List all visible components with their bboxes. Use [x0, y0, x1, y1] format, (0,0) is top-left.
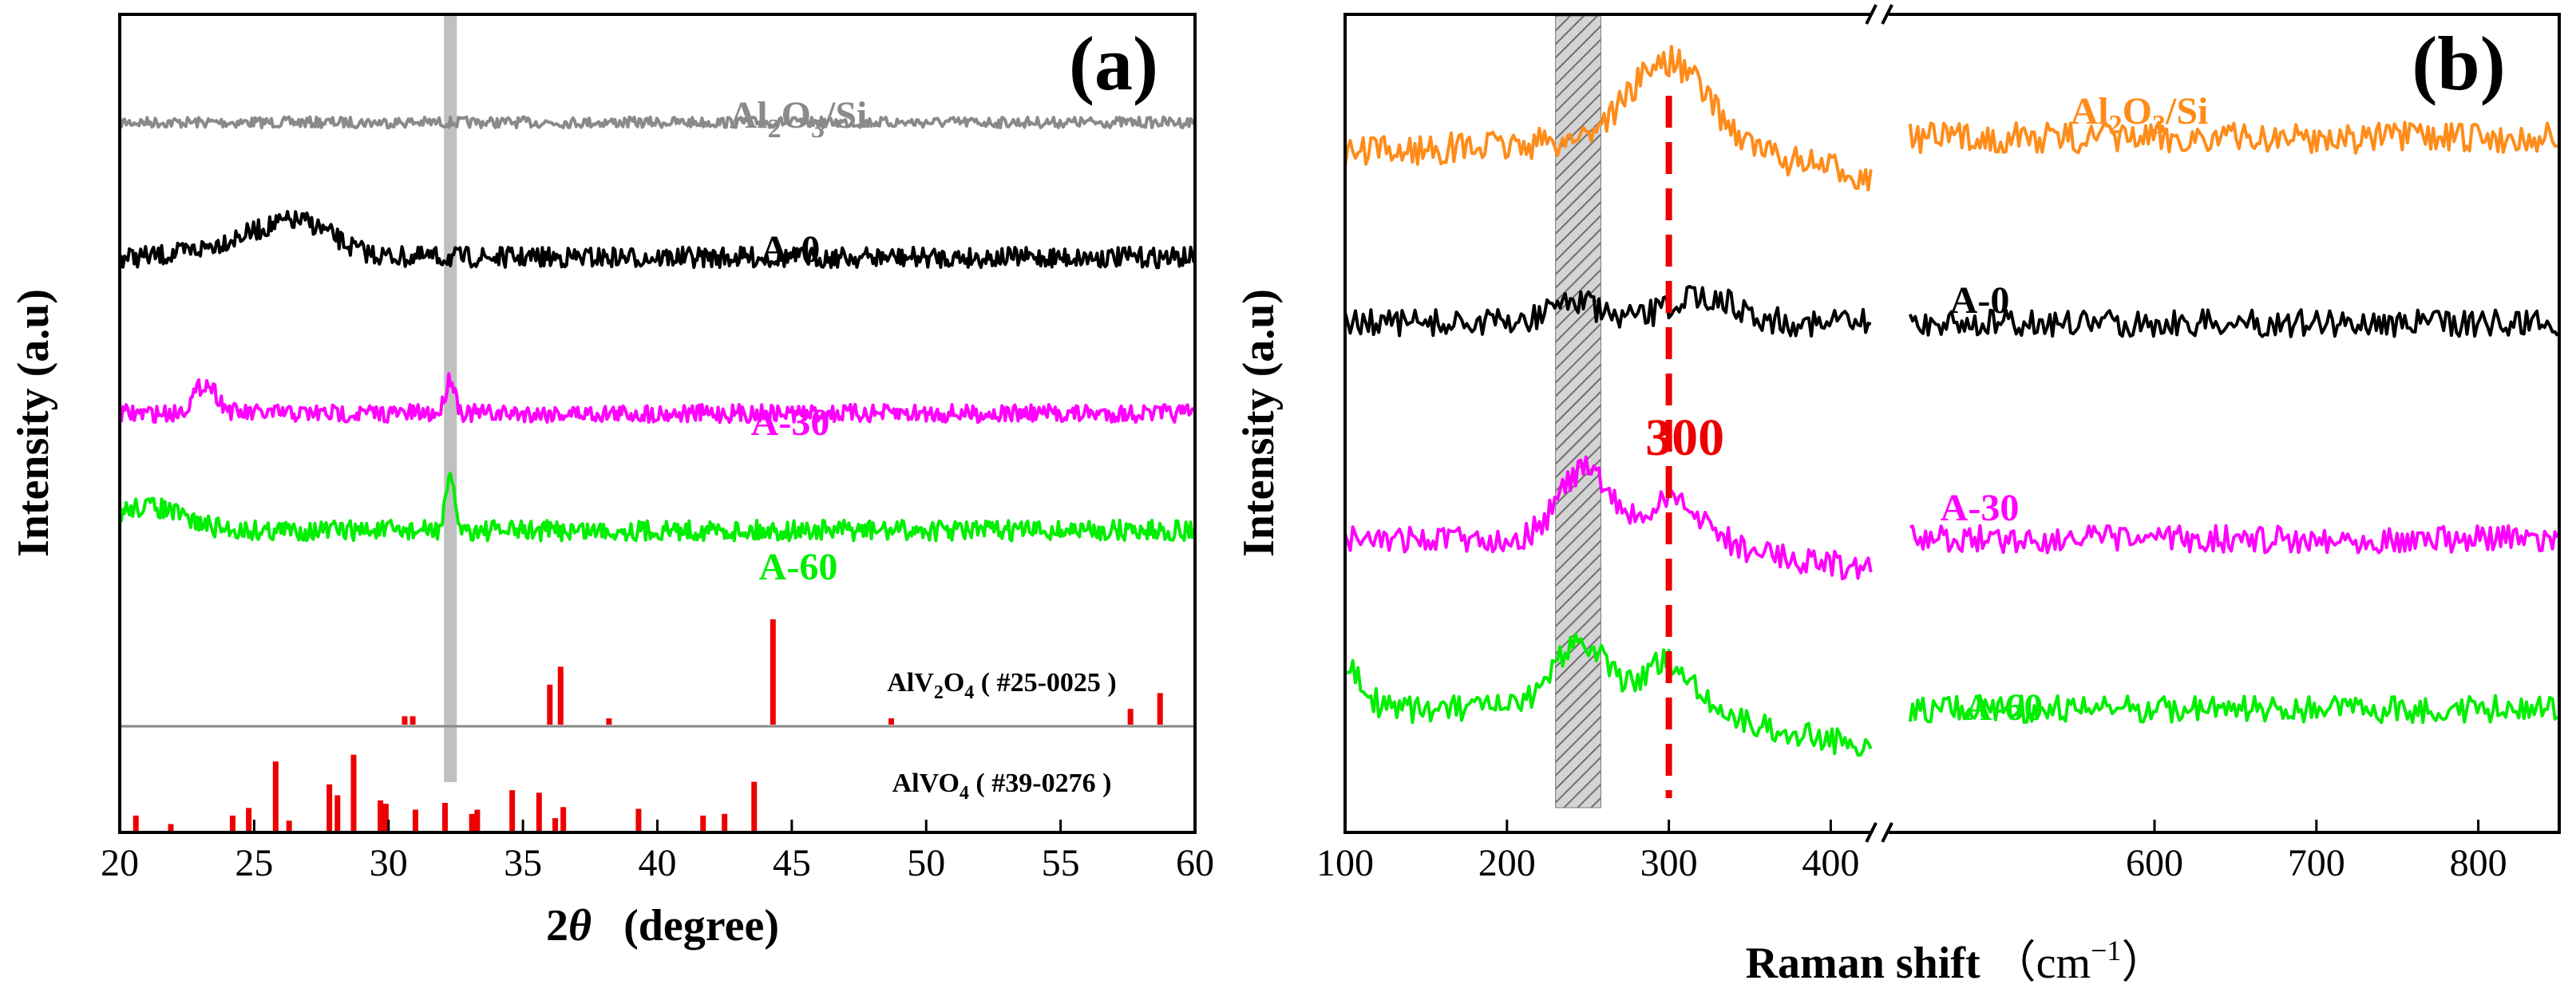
- panel-a-tick-label-35: 35: [504, 842, 542, 884]
- panel-b-frame: [1343, 13, 2561, 834]
- panel-a-highlight-band: [444, 16, 457, 782]
- panel-a-label: (a): [1069, 21, 1158, 106]
- panel-b-tick-label-800: 800: [2450, 842, 2507, 884]
- panel-a-trace-al2o3-si: [118, 115, 1196, 130]
- panel-b-trace-a-60-seg1: [1908, 694, 2559, 725]
- panel-b-raman: 100 200 300 400 600 700 800 (b) Intensity (a.u…: [1234, 4, 2561, 988]
- panel-b-break-mark-bottom-2: [1881, 822, 1893, 843]
- panel-a-xrd: 20 25 30 35 40 45 50 55 60 (a) Intensity (a.u) 2…: [9, 13, 1214, 951]
- panel-b-break-mark-top-1: [1865, 4, 1878, 25]
- panel-b-x-axis-main: Raman shift: [1746, 939, 1980, 988]
- panel-b-trace-al2o3-si-seg1: [1908, 121, 2558, 155]
- panel-a-tick-label-45: 45: [773, 842, 811, 884]
- panel-b-trace-a-60-seg0: [1344, 632, 1873, 757]
- panel-a-trace-a-0: [119, 210, 1196, 270]
- panel-a-ref-label-alvo4: AlVO4 ( #39-0276 ): [892, 769, 1112, 804]
- panel-b-x-axis-title: Raman shift （cm−1）: [1746, 935, 2166, 988]
- panel-b-hatched-band: [1555, 15, 1601, 808]
- panel-a-tick-label-40: 40: [639, 842, 677, 884]
- panel-a-reference-labels: AlV2O4 ( #25-0025 ) AlVO4 ( #39-0276 ): [887, 668, 1116, 804]
- panel-b-traces: [1343, 45, 2559, 757]
- panel-a-y-axis-title: Intensity (a.u): [9, 289, 58, 557]
- panel-a-tick-label-25: 25: [235, 842, 273, 884]
- panel-b-tick-label-700: 700: [2288, 842, 2345, 884]
- panel-b-series-label-0: Al2O3/Si: [2071, 90, 2209, 140]
- panel-b-tick-label-100: 100: [1316, 842, 1374, 884]
- panel-a-frame: [118, 13, 1197, 834]
- panel-b-tick-label-300: 300: [1640, 842, 1698, 884]
- panel-b-series-label-2: A-30: [1941, 487, 2020, 529]
- panel-a-tick-label-50: 50: [907, 842, 945, 884]
- panel-a-tick-label-30: 30: [370, 842, 408, 884]
- panel-a-tick-label-60: 60: [1176, 842, 1214, 884]
- panel-b-trace-a-0-seg0: [1343, 285, 1872, 338]
- panel-b-trace-a-30-seg1: [1909, 524, 2559, 555]
- panel-b-series-labels: Al2O3/Si A-0 A-30 A-60: [1941, 90, 2209, 729]
- panel-a-x-axis-title: 2θ (degree): [546, 901, 779, 951]
- panel-b-x-axis-close: ）: [2121, 939, 2166, 988]
- panel-b-tick-label-400: 400: [1802, 842, 1859, 884]
- panel-b-axis-break: [1865, 4, 1893, 843]
- panel-b-trace-al2o3-si-seg0: [1343, 45, 1873, 192]
- panel-a-series-label-0: Al2O3/Si: [730, 94, 868, 144]
- panel-a-x-axis-prefix: 2: [546, 901, 568, 951]
- panel-b-tick-label-600: 600: [2126, 842, 2183, 884]
- panel-b-tick-label-200: 200: [1478, 842, 1536, 884]
- panel-a-traces: [118, 115, 1196, 543]
- panel-b-break-mark-bottom-1: [1865, 822, 1878, 843]
- panel-b-x-ticks: 100 200 300 400 600 700 800: [1316, 820, 2507, 884]
- panel-a-x-axis-theta: θ: [568, 901, 592, 951]
- panel-a-reference-sticks: [133, 619, 1163, 831]
- panel-a-trace-a-30: [118, 372, 1195, 425]
- panel-b-y-axis-title: Intensity (a.u): [1234, 289, 1284, 557]
- panel-b-x-axis-unit: （cm: [1992, 939, 2091, 988]
- panel-b-series-label-1: A-0: [1950, 279, 2010, 322]
- panel-b-trace-a-0-seg1: [1908, 308, 2559, 338]
- panel-b-label: (b): [2412, 21, 2505, 106]
- panel-a-x-ticks: 20 25 30 35 40 45 50 55 60: [101, 820, 1214, 884]
- panel-a-series-label-2: A-30: [751, 401, 830, 444]
- panel-a-tick-label-20: 20: [101, 842, 139, 884]
- panel-b-break-mark-top-2: [1881, 4, 1893, 25]
- panel-b-reference-300-label: 300: [1645, 409, 1724, 467]
- panel-a-x-axis-unit: (degree): [623, 901, 779, 951]
- panel-a-series-label-1: A-0: [761, 228, 821, 271]
- panel-a-ref-label-alv2o4: AlV2O4 ( #25-0025 ): [887, 668, 1116, 703]
- panel-b-x-axis-sup: −1: [2091, 935, 2121, 966]
- panel-a-trace-a-60: [118, 471, 1196, 543]
- panel-a-series-label-3: A-60: [759, 546, 838, 588]
- panel-b-trace-a-30-seg0: [1343, 455, 1873, 581]
- panel-b-series-label-3: A-60: [1965, 686, 2044, 729]
- panel-a-tick-label-55: 55: [1042, 842, 1080, 884]
- panel-a-series-labels: Al2O3/Si A-0 A-30 A-60: [730, 94, 868, 588]
